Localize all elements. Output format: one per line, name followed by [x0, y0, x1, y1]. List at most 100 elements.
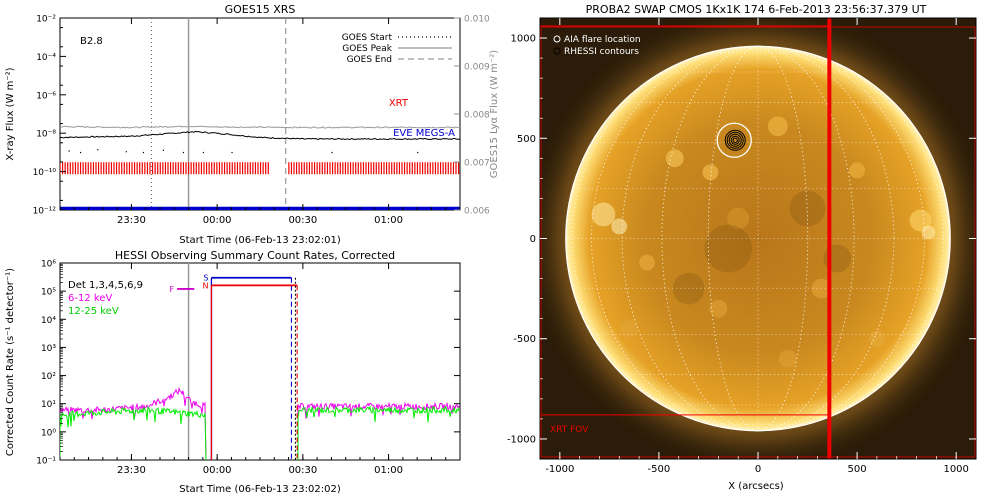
dark-region	[789, 190, 826, 227]
swap-x-tick-label: -1000	[545, 464, 574, 475]
goes-legend-label: GOES Peak	[342, 44, 392, 54]
active-region	[591, 202, 616, 227]
goes-y-tick-label: 10⁻²	[36, 15, 56, 25]
hessi-ylabel: Corrected Count Rate (s⁻¹ detector⁻¹)	[5, 268, 16, 456]
goes-ylabel: X-ray Flux (W m⁻²)	[5, 67, 16, 160]
goes-series-line	[60, 125, 460, 129]
hessi-flag: N	[202, 281, 298, 460]
hessi-y-tick-label: 10²	[41, 372, 56, 382]
active-region	[702, 164, 719, 181]
rhessi-legend-symbol	[553, 47, 561, 55]
active-region	[849, 162, 866, 179]
hessi-xlabel: Start Time (06-Feb-13 23:02:02)	[179, 484, 341, 495]
dark-region	[704, 224, 753, 273]
goes-dot-point	[417, 151, 419, 154]
active-region	[611, 218, 628, 235]
active-region	[778, 349, 797, 368]
active-region	[767, 116, 788, 137]
active-region	[727, 207, 750, 230]
hessi-y-tick-label: 10⁵	[41, 288, 56, 298]
hessi-x-tick-label: 01:00	[374, 465, 403, 476]
goes-dot-point	[142, 151, 145, 154]
hessi-annotation: Det 1,3,4,5,6,9	[68, 280, 143, 291]
goes-dot-point	[231, 151, 233, 154]
hessi-y-tick-label: 10¹	[41, 400, 56, 410]
active-region	[665, 149, 684, 168]
swap-y-tick-label: 0	[530, 234, 536, 245]
aia-legend-symbol	[553, 35, 561, 43]
goes-x-tick-label: 00:00	[203, 215, 232, 226]
aia-flare-location	[716, 122, 752, 158]
goes-plot-frame	[59, 17, 461, 211]
swap-y-tick-label: -500	[513, 334, 536, 345]
hessi-x-tick-label: 23:30	[117, 465, 146, 476]
goes-dot-point	[80, 151, 82, 154]
goes-xlabel: Start Time (06-Feb-13 23:02:01)	[179, 235, 341, 246]
active-region	[868, 330, 885, 347]
rhessi-contours	[724, 129, 746, 151]
hessi-series-line	[60, 405, 460, 460]
hessi-flag: S	[203, 274, 292, 460]
goes-dot-point	[162, 149, 165, 151]
legend-label-6-12: 6-12 keV	[68, 293, 112, 304]
active-region	[709, 299, 728, 318]
goes-title: GOES15 XRS	[225, 3, 296, 16]
goes-dot-point	[68, 150, 70, 152]
hessi-y-tick-label: 10⁶	[41, 260, 56, 270]
swap-title: PROBA2 SWAP CMOS 1Kx1K 174 6-Feb-2013 23…	[586, 3, 927, 16]
goes-x-tick-label: 01:00	[374, 215, 403, 226]
goes-y-tick-label: 10⁻¹²	[33, 207, 57, 217]
hessi-flag-label: F	[170, 285, 175, 294]
active-region	[921, 225, 936, 240]
swap-x-tick-label: 1000	[943, 464, 968, 475]
hessi-y-tick-label: 10³	[41, 344, 56, 354]
hessi-y-tick-label: 10⁰	[41, 428, 56, 438]
active-region	[620, 319, 639, 338]
swap-x-tick-label: 0	[755, 464, 761, 475]
xrt-fov-label: XRT FOV	[550, 425, 589, 435]
goes-dot-point	[202, 151, 205, 154]
active-region	[811, 278, 832, 299]
hessi-y-tick-label: 10⁻¹	[36, 457, 56, 467]
aia-legend-label: AIA flare location	[564, 35, 641, 45]
goes-panel: GOES15 XRS 23:30 00:00 00:30 01:00 10⁻¹² 10⁻¹…	[5, 3, 500, 246]
goes-x-tick-label: 23:30	[117, 215, 146, 226]
goes-dot-point	[182, 151, 185, 154]
goes-ylabel-right: GOES15 Lyα Flux (W m⁻²)	[489, 50, 500, 178]
goes-y-right-tick-label: 0.008	[464, 111, 490, 121]
goes-series-line	[60, 130, 460, 141]
swap-y-tick-label: -1000	[507, 434, 536, 445]
rhessi-legend-label: RHESSI contours	[564, 47, 639, 57]
goes-y-right-tick-label: 0.007	[464, 159, 490, 169]
goes-dot-point	[331, 151, 333, 154]
goes-y-right-tick-label: 0.010	[464, 15, 490, 25]
goes-y-right-tick-label: 0.006	[464, 207, 490, 217]
xrt-band	[60, 162, 460, 175]
swap-x-tick-label: 500	[848, 464, 867, 475]
goes-legend-label: GOES Start	[342, 33, 393, 43]
goes-dot-point	[125, 151, 127, 153]
band-label-xrt: XRT	[389, 98, 409, 109]
hessi-flag-label: N	[202, 281, 208, 290]
goes-dot-point	[97, 149, 99, 151]
swap-legend: AIA flare location RHESSI contours	[553, 35, 641, 57]
swap-xlabel: X (arcsecs)	[728, 481, 784, 492]
goes-y-tick-label: 10⁻⁶	[36, 91, 56, 101]
active-region	[639, 254, 655, 271]
hessi-plot-frame	[59, 262, 461, 461]
swap-y-tick-label: 500	[517, 134, 536, 145]
goes-y-tick-label: 10⁻¹⁰	[33, 168, 57, 178]
goes-y-right-tick-label: 0.009	[464, 63, 490, 73]
hessi-x-tick-label: 00:00	[203, 465, 232, 476]
swap-panel: PROBA2 SWAP CMOS 1Kx1K 174 6-Feb-2013 23…	[507, 3, 977, 492]
swap-y-tick-label: 1000	[511, 34, 536, 45]
hessi-x-tick-label: 00:30	[288, 465, 317, 476]
active-region	[909, 209, 932, 232]
goes-x-tick-label: 00:30	[288, 215, 317, 226]
hessi-panel: HESSI Observing Summary Count Rates, Cor…	[5, 249, 461, 495]
goes-y-tick-label: 10⁻⁴	[36, 53, 56, 63]
hessi-flag-label: S	[203, 274, 208, 283]
goes-y-tick-label: 10⁻⁸	[36, 130, 56, 140]
